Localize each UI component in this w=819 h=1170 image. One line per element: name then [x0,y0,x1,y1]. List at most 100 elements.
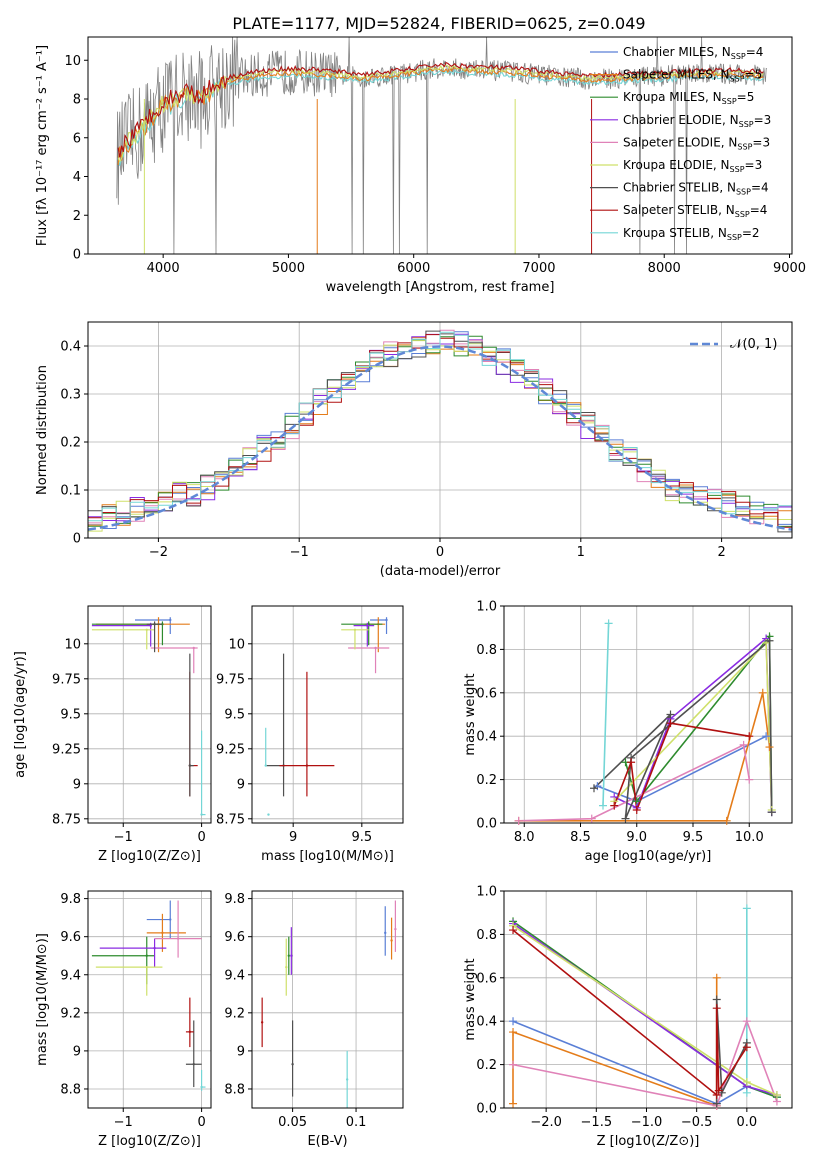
z_weight-marker [509,1028,518,1037]
spectrum-ytick-label: 4 [73,170,81,185]
z_mass-point [145,965,148,969]
z_mass-point [169,918,172,921]
z_weight-marker [509,1060,518,1069]
z_weight-frame [503,890,793,1109]
z_age-ytick-label: 9.75 [52,672,81,687]
z_age-point [188,764,192,767]
age_weight-ytick-label: 0.0 [476,817,497,832]
mass_age-xtick-label: 9 [289,830,297,845]
z_mass-point [200,1085,203,1089]
spectrum-xtick-label: 4000 [147,261,180,276]
spectrum-ytick-label: 2 [73,209,81,224]
z_mass-xtick-label: −1 [114,1115,133,1130]
age_weight-marker [632,805,641,814]
residuals-ytick-label: 0.3 [60,388,81,403]
z_age-ytick-label: 9.25 [52,742,81,757]
mass_age-ytick-label: 9.5 [224,707,245,722]
age_weight-marker [767,808,776,817]
z_age-ylabel: age [log10(age/yr)] [13,651,28,778]
z_mass-ytick-label: 9.6 [60,930,81,945]
age_weight-marker [666,710,675,719]
gaussian-curve [88,345,792,531]
z_mass-panel: −1 0 8.8 9 9.2 9.4 9.6 9.8 Z [log10(Z/Z⊙)] mass [… [35,890,212,1149]
age_weight-marker [627,758,636,767]
age_weight-ytick-label: 0.4 [476,730,497,745]
ebv_mass-plot-area [260,900,397,1108]
age_weight-marker [765,743,774,752]
z_weight-marker [742,1043,751,1052]
mass_age-point [374,646,377,650]
age_weight-series-line [518,692,771,822]
residuals-ytick-label: 0.2 [60,436,81,451]
z_weight-xtick-label: −1.5 [581,1115,613,1130]
age_weight-marker [587,814,596,823]
z_mass-ytick-label: 9.4 [60,968,81,983]
ebv_mass-frame [251,890,404,1109]
z_weight-marker [712,973,721,982]
z_mass-point [153,946,156,950]
spectrum-legend-label: Chabrier ELODIE, NSSP=3 [623,113,771,129]
age_weight-ytick-label: 0.6 [476,686,497,701]
z_weight-xtick-label: −0.5 [681,1115,713,1130]
z_mass-point [176,937,180,940]
z_weight-ytick-label: 0.0 [476,1102,497,1117]
z_age-point [169,618,172,622]
age_weight-ytick-label: 0.2 [476,773,497,788]
z_weight-marker [509,1017,518,1026]
ebv_mass-point [260,1021,264,1024]
age_weight-marker [722,816,731,825]
mass_age-point [305,764,309,767]
z_weight-marker [742,904,751,913]
z_weight-marker [712,995,721,1004]
z_weight-plot-area [512,908,778,1107]
age_weight-marker [758,688,767,697]
ebv_mass-point [384,931,387,935]
mass_age-point [385,618,388,622]
figure-title: PLATE=1177, MJD=52824, FIBERID=0625, z=0… [232,14,645,33]
ebv_mass-point [290,954,293,957]
mass_age-ytick-label: 9 [237,777,245,792]
ebv_mass-ytick-label: 9.2 [224,1006,245,1021]
z_weight-marker [712,1099,721,1108]
ebv_mass-point [291,1063,294,1066]
residuals-legend: 𝒩(0, 1) [690,337,777,352]
z_weight-ytick-label: 0.2 [476,1058,497,1073]
residuals-xtick-label: 2 [717,545,725,560]
ebv_mass-xtick-label: 0.05 [278,1115,307,1130]
age_weight-marker [514,816,523,825]
age_weight-frame [503,605,793,824]
residuals-legend-label: 𝒩(0, 1) [730,337,777,352]
spectrum-model-line [117,64,764,163]
z_mass-ylabel: mass [log10(M/M⊙)] [35,933,50,1066]
age_weight-xtick-label: 10.0 [735,830,764,845]
ebv_mass-point [285,965,288,969]
z_age-xtick-label: 0 [197,830,205,845]
residuals-ytick-label: 0 [73,532,81,547]
age_weight-ytick-label: 0.8 [476,643,497,658]
age_weight-marker [610,801,619,810]
spectrum-xtick-label: 7000 [522,261,555,276]
z_mass-ytick-label: 8.8 [60,1082,81,1097]
spectrum-legend-label: Chabrier STELIB, NSSP=4 [623,181,769,197]
age_weight-series-line [593,638,773,820]
z_age-frame [87,605,212,824]
z_weight-series-line [512,920,778,1098]
spectrum-panel: 4000 5000 6000 7000 8000 9000 0 2 4 6 8 10 wavelengt… [35,36,806,295]
spectrum-xlabel: wavelength [Angstrom, rest frame] [326,280,555,295]
z_weight-xlabel: Z [log10(Z/Z⊙)] [597,1134,700,1149]
spectrum-plot-area [116,37,768,254]
z_weight-marker [772,1090,781,1099]
z_mass-xtick-label: 0 [197,1115,205,1130]
z_mass-xlabel: Z [log10(Z/Z⊙)] [98,1134,201,1149]
ebv_mass-xtick-label: 0.1 [346,1115,367,1130]
z_age-panel: −1 0 8.75 9 9.25 9.5 9.75 10 Z [log10(Z/Z⊙)] age … [13,605,212,864]
spectrum-ytick-label: 8 [73,93,81,108]
z_weight-marker [509,926,518,935]
age_weight-marker [590,784,598,793]
z_weight-marker [742,1017,751,1026]
z_mass-point [161,931,164,935]
z_weight-panel: −2.0 −1.5 −1.0 −0.5 0.0 0.0 0.2 0.4 0.6 0.8 1.0 Z [… [463,885,793,1149]
spectrum-legend-label: Salpeter MILES, NSSP=5 [623,68,762,84]
z_weight-ytick-label: 0.4 [476,1015,497,1030]
ebv_mass-ytick-label: 9.6 [224,930,245,945]
